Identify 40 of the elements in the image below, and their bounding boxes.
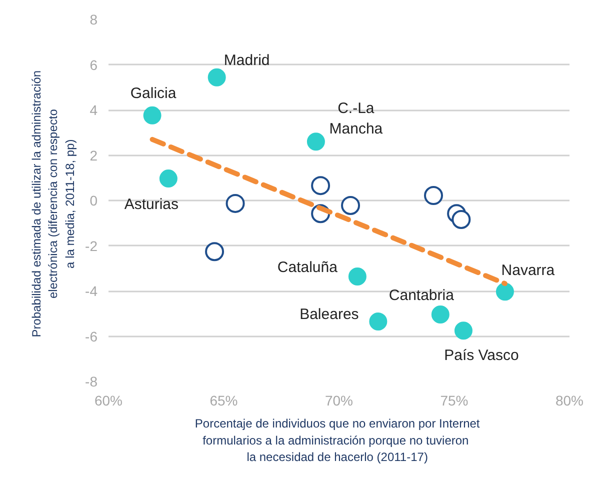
point — [431, 306, 450, 324]
annotation: Galicia — [130, 84, 177, 102]
annotation: Navarra — [501, 262, 556, 280]
y-tick-label: 2 — [90, 147, 98, 164]
x-tick-label: 60% — [94, 392, 123, 408]
annotation: Cantabria — [388, 287, 455, 304]
x-tick-label: 70% — [324, 392, 354, 408]
point — [205, 242, 224, 262]
y-tick-label: -6 — [85, 328, 98, 344]
annotation: Madrid — [224, 52, 270, 69]
y-tick-label: -8 — [85, 374, 98, 390]
y-axis-title: Probabilidad estimada de utilizar la administración electrónica (diferencia con respecto a la media, 2011-18, pp) — [29, 70, 78, 338]
x-axis-title: Porcentaje de individuos que no enviaron por Internet formularios a la administración porque no tuvieron la necesidad de hacerlo (2011-17) — [194, 416, 480, 464]
y-tick-label: -4 — [85, 283, 98, 299]
x-tick-label: 80% — [555, 392, 584, 408]
y-tick-label: 6 — [90, 56, 98, 73]
y-tick-label: -2 — [85, 238, 98, 254]
annotation: Baleares — [300, 306, 359, 324]
point — [311, 176, 330, 196]
point — [496, 282, 514, 301]
point — [159, 170, 178, 188]
point — [424, 186, 444, 206]
point — [341, 196, 360, 215]
annotation: C.-La Mancha — [329, 100, 384, 138]
point — [348, 268, 366, 286]
point — [226, 194, 245, 213]
annotation: País Vasco — [444, 347, 519, 364]
point — [369, 312, 388, 331]
point — [143, 106, 162, 124]
point — [306, 132, 325, 151]
y-tick-label: 8 — [90, 12, 98, 28]
point — [208, 68, 226, 86]
annotation: Asturias — [124, 196, 179, 214]
y-tick-label: 4 — [90, 102, 98, 118]
y-tick-label: 0 — [90, 192, 98, 208]
point — [454, 322, 472, 340]
x-tick-label: 65% — [210, 392, 238, 408]
point — [452, 210, 471, 229]
annotation: Cataluña — [277, 259, 338, 276]
x-tick-label: 75% — [440, 392, 468, 408]
